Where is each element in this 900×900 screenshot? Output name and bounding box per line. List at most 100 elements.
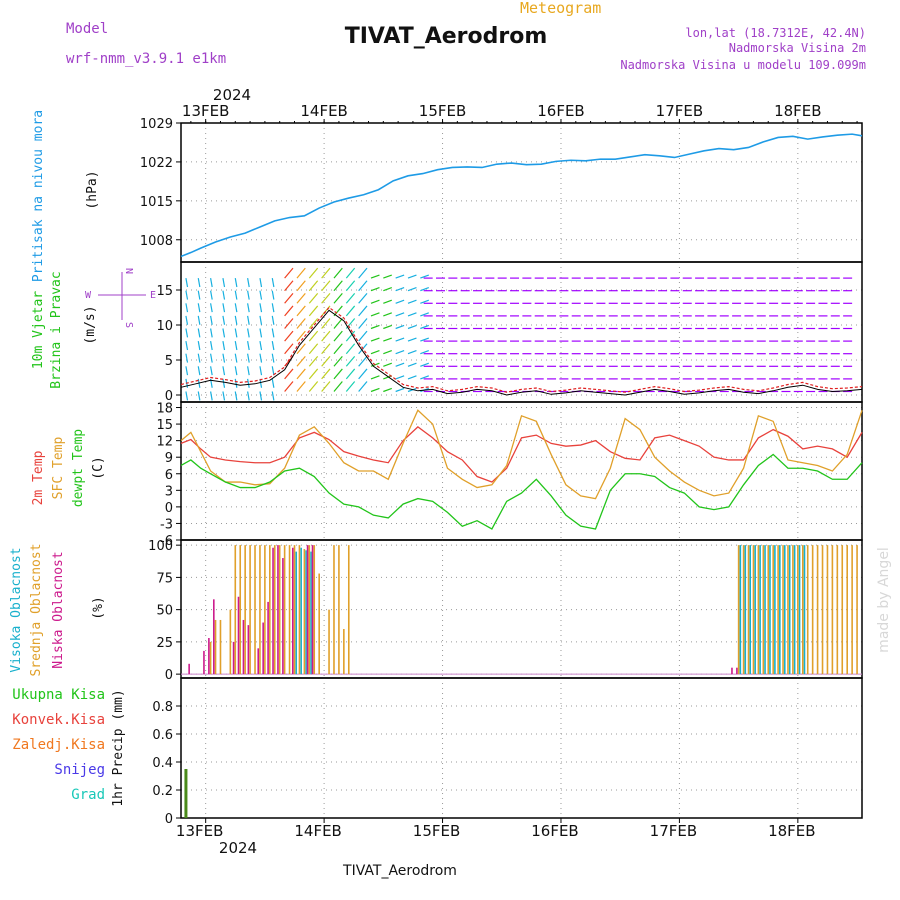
wind-barb [383, 274, 392, 279]
wind-barb [185, 290, 189, 300]
wind-barb [247, 328, 250, 338]
wind-barb [296, 355, 306, 367]
wind-barb [333, 318, 343, 329]
mid-cloud-title: Srednja Oblacnost [29, 543, 44, 676]
wind-barb [234, 315, 238, 325]
wind-barb [296, 343, 306, 355]
wind-barb [222, 277, 226, 288]
pressure-ytick-label: 1029 [140, 117, 173, 132]
wind-barb [395, 287, 405, 292]
wind-barb [197, 353, 201, 363]
wind-barb [210, 366, 213, 376]
wind-barb [308, 330, 319, 342]
wind-barb [197, 315, 201, 325]
pressure-panel: 1008 1015 1022 1029 [140, 117, 863, 263]
wind-barb [222, 366, 226, 376]
wind-barb [296, 318, 306, 329]
panels: 1008101510221029051015-6-303691215180255… [140, 117, 863, 827]
legend-snow: Snijeg [54, 762, 105, 778]
wind-barb [271, 378, 275, 388]
wind-barb [247, 353, 250, 363]
wind-series [180, 267, 863, 401]
temperature-ytick-label: 0 [165, 501, 173, 516]
wind-barb [271, 290, 275, 300]
footer-station: TIVAT_Aerodrom [342, 863, 457, 879]
temperature-frame [180, 401, 863, 541]
wind-barb [383, 362, 392, 367]
wind-barb [345, 330, 356, 342]
wind-barb [345, 355, 356, 367]
wind-barb [296, 330, 306, 342]
wind-barb [259, 315, 263, 325]
wind-legend-n: N [123, 268, 134, 274]
wind-barb [185, 366, 189, 376]
wind-barb [296, 280, 306, 292]
wind-barb [247, 290, 250, 300]
header: Model wrf-nmm_v3.9.1 e1km Meteogram TIVA… [66, 0, 866, 104]
wind-barb [222, 391, 226, 401]
wind-barb [407, 362, 417, 367]
wind-barb [308, 267, 319, 279]
wind-barb [333, 368, 343, 380]
wind-barb [210, 290, 213, 300]
wind-barb [395, 312, 405, 317]
wind-barb [345, 381, 356, 392]
temp-line-0 [180, 425, 863, 483]
wind-barb [370, 375, 380, 380]
top-date-label: 14FEB [300, 102, 347, 120]
pressure-line [180, 133, 863, 258]
wind-barb [284, 381, 294, 392]
wind-barb [321, 330, 331, 342]
wind-barb [383, 375, 392, 380]
wind-title-line1: 10m Vjetar [31, 291, 46, 369]
wind-legend-s: S [123, 322, 134, 328]
wind-barb [395, 387, 405, 393]
wind-barb [222, 315, 226, 325]
wind-barb [259, 391, 263, 401]
precip-ytick-label: 0.8 [152, 700, 173, 715]
bottom-date-label: 14FEB [294, 822, 341, 840]
cloud-ytick-label: 25 [156, 636, 173, 651]
wind-barb [308, 381, 319, 392]
wind-legend-e: E [150, 290, 156, 301]
temperature-ytick-label: 3 [165, 484, 173, 499]
wind-barb [395, 375, 405, 380]
wind-barb [210, 315, 213, 325]
wind-barb [308, 305, 319, 317]
wind-barb [370, 387, 380, 393]
wind-barb [271, 391, 275, 401]
legend-frozen-precip: Zaledj.Kisa [12, 737, 105, 753]
sfc-title: SFC Temp [51, 437, 66, 500]
model-value: wrf-nmm_v3.9.1 e1km [66, 51, 226, 67]
temperature-ytick-label: 6 [165, 468, 173, 483]
wind-barb [296, 292, 306, 304]
wind-frame [180, 261, 863, 403]
wind-barb [197, 366, 201, 376]
wind-barb [420, 337, 429, 342]
wind-barb [395, 274, 405, 279]
top-date-label: 18FEB [774, 102, 821, 120]
temperature-series [180, 409, 863, 530]
wind-barb [185, 391, 189, 401]
wind-barb [383, 287, 392, 292]
pressure-series [180, 133, 863, 258]
wind-barb [345, 305, 356, 317]
wind-barb [420, 274, 429, 279]
wind-barb [345, 280, 356, 292]
wind-barb [271, 315, 275, 325]
side-labels: Pritisak na nivou mora (hPa) 10m Vjetar … [9, 110, 156, 807]
wind-barb [420, 299, 429, 304]
precip-ytick-label: 0.4 [152, 756, 173, 771]
bottom-year-label: 2024 [219, 839, 257, 857]
precip-ytick-label: 0.6 [152, 728, 173, 743]
wind-barb [296, 368, 306, 380]
temperature-ytick-label: 18 [156, 402, 173, 417]
wind-legend-w: W [85, 290, 92, 301]
wind-barb [210, 353, 213, 363]
wind-barb [210, 340, 213, 351]
wind-barb [345, 267, 356, 279]
pressure-unit: (hPa) [85, 170, 100, 209]
wind-barb [259, 290, 263, 300]
wind-barb [345, 292, 356, 304]
wind-barb [271, 303, 275, 313]
